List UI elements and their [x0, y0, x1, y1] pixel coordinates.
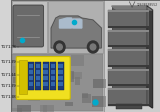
Bar [82, 94, 91, 103]
Bar [112, 6, 147, 104]
Bar [44, 75, 48, 80]
Polygon shape [51, 16, 101, 48]
Text: T17128: T17128 [1, 45, 17, 49]
Bar [36, 75, 40, 80]
Bar [20, 74, 31, 83]
Text: T17138: T17138 [1, 95, 17, 99]
Bar [35, 83, 40, 94]
Bar [108, 88, 149, 106]
Bar [108, 84, 149, 86]
Bar [55, 77, 59, 81]
Bar [17, 105, 31, 112]
Bar [108, 65, 149, 67]
Bar [12, 1, 47, 53]
Bar [58, 64, 63, 68]
Circle shape [87, 41, 99, 53]
Bar [62, 83, 68, 95]
Bar [42, 79, 54, 83]
Bar [108, 45, 149, 47]
Bar [51, 82, 55, 85]
Bar [51, 64, 55, 68]
Bar [29, 64, 33, 68]
Bar [43, 105, 54, 112]
Text: 12638638552: 12638638552 [137, 3, 158, 7]
Bar [35, 62, 41, 90]
Bar [58, 75, 63, 80]
Bar [48, 1, 103, 53]
Text: T17139: T17139 [1, 60, 17, 64]
FancyBboxPatch shape [16, 56, 70, 99]
Bar [108, 69, 149, 86]
Bar [29, 82, 33, 85]
Bar [53, 56, 66, 61]
Bar [108, 10, 149, 12]
Bar [40, 105, 47, 112]
Bar [51, 70, 55, 73]
Bar [11, 0, 104, 112]
Bar [58, 62, 64, 90]
Bar [29, 70, 33, 73]
FancyBboxPatch shape [13, 5, 44, 47]
Bar [44, 82, 48, 85]
Bar [108, 49, 149, 67]
Bar [12, 108, 22, 112]
Bar [29, 75, 33, 80]
Bar [13, 66, 20, 76]
Bar [108, 49, 149, 51]
Bar [104, 0, 160, 112]
Bar [14, 82, 22, 86]
Bar [75, 77, 80, 85]
Circle shape [57, 44, 62, 50]
Polygon shape [60, 18, 72, 28]
Bar [92, 96, 106, 107]
Bar [58, 82, 63, 85]
Bar [28, 92, 40, 101]
Bar [72, 72, 82, 79]
Bar [28, 62, 34, 90]
Bar [44, 70, 48, 73]
Circle shape [90, 44, 96, 50]
Bar [51, 75, 55, 80]
Bar [108, 104, 149, 106]
Bar [13, 77, 21, 83]
Bar [21, 79, 27, 85]
Bar [58, 70, 63, 73]
Bar [49, 59, 57, 65]
Bar [36, 64, 40, 68]
Bar [108, 10, 149, 28]
Bar [93, 79, 106, 88]
Bar [39, 61, 46, 72]
Bar [42, 60, 54, 69]
Bar [108, 88, 149, 90]
Bar [82, 93, 88, 98]
Bar [36, 70, 40, 73]
Bar [108, 30, 149, 32]
Bar [36, 63, 49, 73]
Bar [44, 64, 48, 68]
Bar [26, 83, 34, 92]
Polygon shape [112, 6, 152, 10]
Polygon shape [147, 6, 152, 108]
Bar [116, 104, 142, 109]
Bar [12, 54, 103, 111]
Bar [50, 62, 56, 90]
Bar [108, 69, 149, 71]
Bar [108, 30, 149, 47]
Bar [31, 77, 43, 88]
Text: T17139: T17139 [1, 84, 17, 88]
Bar [43, 62, 49, 90]
Bar [108, 26, 149, 28]
Circle shape [54, 41, 65, 53]
Bar [20, 60, 27, 94]
Text: T17144: T17144 [1, 73, 17, 77]
Bar [65, 71, 74, 82]
Bar [36, 82, 40, 85]
Bar [71, 55, 84, 66]
Polygon shape [72, 19, 82, 28]
Bar [65, 102, 73, 106]
